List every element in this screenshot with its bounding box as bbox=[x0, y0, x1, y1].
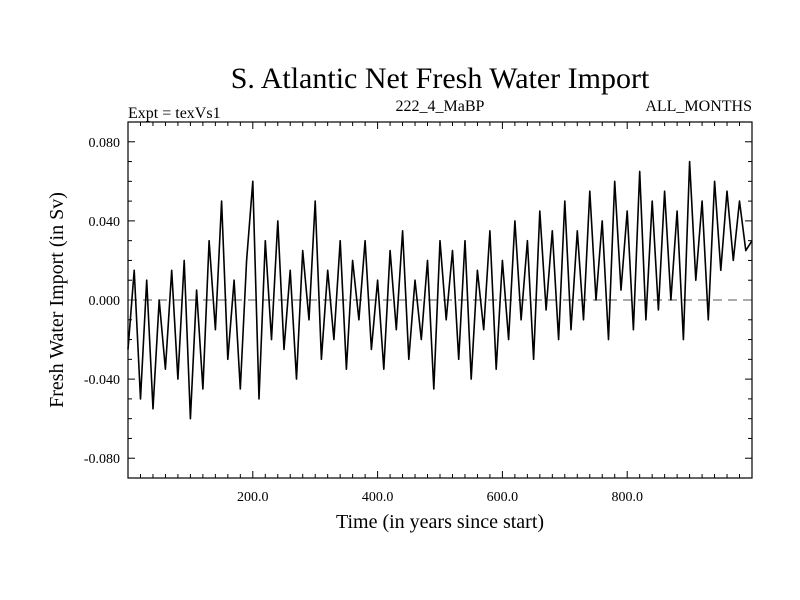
series-layer bbox=[127, 160, 753, 420]
y-tick-label: -0.040 bbox=[84, 373, 120, 388]
x-tick-label: 600.0 bbox=[487, 490, 519, 505]
chart-title: S. Atlantic Net Fresh Water Import bbox=[231, 62, 650, 95]
experiment-label: Expt = texVs1 bbox=[128, 105, 221, 122]
x-tick-label: 800.0 bbox=[611, 490, 643, 505]
period-label: 222_4_MaBP bbox=[396, 98, 485, 115]
x-axis-label: Time (in years since start) bbox=[336, 511, 544, 533]
series-line bbox=[127, 160, 753, 420]
plot-frame bbox=[127, 121, 753, 479]
axes: 200.0 400.0 600.0 800.0 0.080 0.040 0.000 -0.04… bbox=[84, 122, 752, 505]
x-tick-label: 200.0 bbox=[237, 490, 269, 505]
y-axis-label: Fresh Water Import (in Sv) bbox=[46, 192, 68, 408]
y-tick-label: 0.040 bbox=[89, 215, 121, 230]
y-tick-label: -0.080 bbox=[84, 452, 120, 467]
y-tick-label: 0.080 bbox=[89, 136, 121, 151]
months-label: ALL_MONTHS bbox=[645, 98, 752, 115]
x-tick-label: 400.0 bbox=[362, 490, 394, 505]
y-tick-label: 0.000 bbox=[89, 294, 121, 309]
